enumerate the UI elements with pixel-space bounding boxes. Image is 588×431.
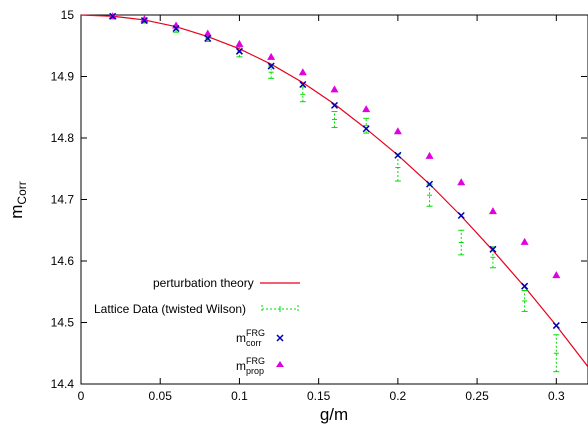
x-tick-label: 0.25 [465,389,489,403]
prop-point [393,127,402,135]
lattice-point [331,111,338,129]
y-tick-label: 14.6 [51,254,75,268]
legend-swatch-prop [276,361,284,367]
x-tick-label: 0.3 [548,389,565,403]
y-tick-label: 14.9 [51,70,75,84]
series-layer [80,12,588,373]
legend-prop-base: m [236,359,246,373]
corr-point [172,24,180,33]
lattice-point [521,290,528,312]
x-tick-label: 0.05 [149,389,173,403]
corr-point [330,101,339,109]
legend-prop-sub: prop [246,366,264,376]
x-axis-label: g/m [320,405,348,424]
lattice-point [299,86,306,103]
legend-label-prop: mFRG prop [236,356,265,376]
prop-point [425,151,434,159]
legend-corr-sub: corr [246,338,262,348]
corr-point [362,125,370,133]
legend-swatch-lattice [261,305,299,313]
prop-point [235,39,244,47]
y-tick-label: 14.5 [51,316,75,330]
lattice-point [363,117,370,134]
corr-point [109,12,117,20]
prop-point [457,178,466,186]
prop-point [172,21,181,29]
plot-frame [80,14,588,385]
x-tick-label: 0.15 [307,389,331,403]
corr-point [521,282,529,290]
y-axis-label: mCorr [7,181,29,219]
corr-point [426,180,434,188]
x-tick-label: 0.1 [231,389,248,403]
prop-point [298,68,307,76]
prop-point [520,237,529,245]
y-tick-label: 14.4 [51,377,75,391]
corr-point [457,211,465,220]
prop-point [488,207,497,215]
x-tick-label: 0.2 [390,389,407,403]
corr-point [140,17,148,25]
prop-point [362,105,371,113]
lattice-point [458,229,465,256]
y-tick-label: 14.7 [51,193,75,207]
prop-point [330,85,339,93]
axis-ticks: 0 0.05 0.1 0.15 0.2 0.25 0.3 14.4 14.5 14.6 14.7 14… [51,8,587,403]
legend-swatch-corr [276,334,284,342]
legend-corr-base: m [236,331,246,345]
prop-point [552,271,561,279]
corr-point [489,245,497,253]
series-perturbation-line [80,14,588,368]
prop-point [267,52,276,60]
legend: perturbation theory Lattice Data (twiste… [94,276,300,376]
corr-point [394,151,402,159]
corr-point [299,80,307,89]
legend-label-perturbation: perturbation theory [153,276,254,290]
y-axis-label-sub: Corr [15,181,29,204]
corr-point [267,62,275,70]
legend-corr-sup: FRG [246,328,265,338]
corr-point [235,47,243,55]
y-tick-label: 15 [61,8,75,22]
lattice-point [553,334,560,373]
corr-point [204,34,212,42]
prop-point [203,29,212,37]
prop-point [140,15,149,23]
legend-label-corr: mFRG corr [236,328,265,348]
y-axis-label-base: m [7,205,26,219]
y-tick-label: 14.8 [51,131,75,145]
lattice-point [426,183,433,207]
legend-label-lattice: Lattice Data (twisted Wilson) [94,302,246,316]
legend-prop-sup: FRG [246,356,265,366]
x-tick-label: 0 [78,389,85,403]
corr-point [552,322,560,330]
